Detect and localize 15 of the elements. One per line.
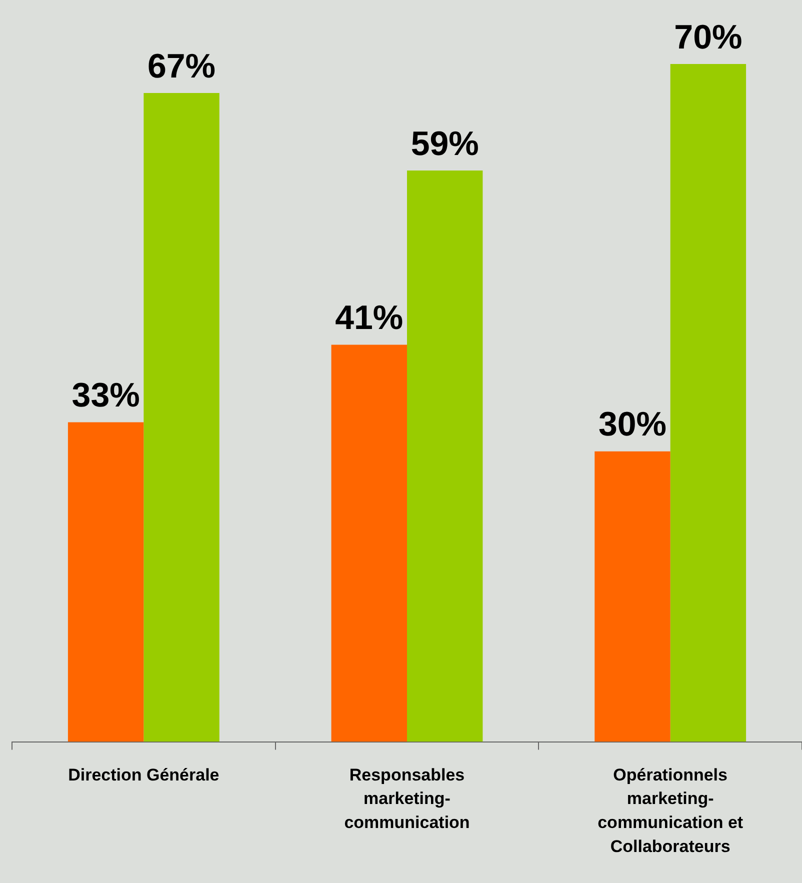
data-label: 33% [72, 376, 140, 415]
data-label: 70% [674, 18, 742, 56]
x-tick-label: Responsables marketing-communication [344, 765, 470, 832]
bar [407, 170, 483, 742]
data-label: 41% [335, 299, 404, 338]
data-label: 30% [598, 406, 667, 444]
bar [594, 451, 670, 742]
bar [331, 344, 407, 742]
x-tick-label: Opérationnels marketing-communication et Collaborateurs [598, 765, 744, 856]
bar [670, 64, 746, 742]
data-label: 59% [410, 124, 479, 163]
bar [144, 93, 220, 742]
bar [68, 422, 144, 742]
x-tick-label: Direction Générale [68, 765, 220, 784]
data-label: 67% [147, 47, 216, 86]
